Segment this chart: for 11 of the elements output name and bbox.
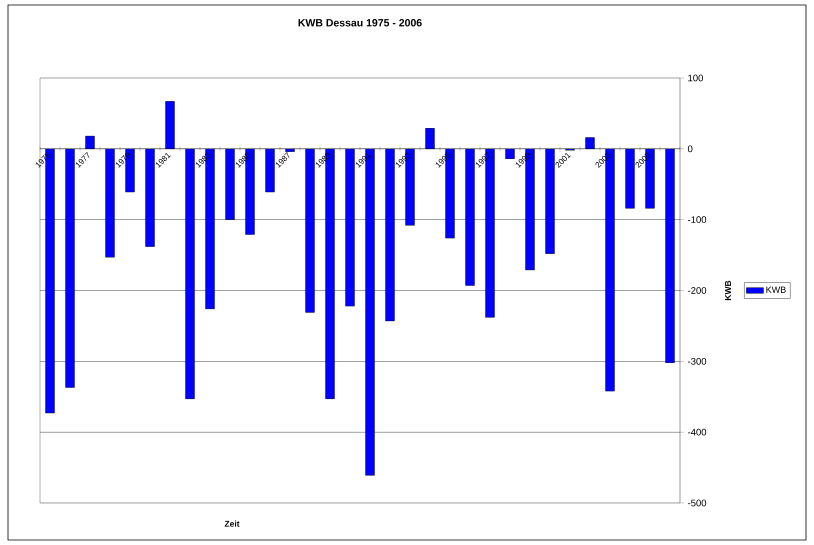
- y-tick-label: -300: [688, 358, 706, 365]
- y-tick-label: -400: [688, 428, 706, 436]
- x-axis-title: Zeit: [224, 520, 240, 527]
- y-axis-title: KWB: [725, 280, 731, 300]
- chart-title: KWB Dessau 1975 - 2006: [298, 19, 422, 26]
- y-tick-label: -200: [688, 287, 706, 294]
- y-tick-label: 100: [688, 74, 704, 82]
- y-tick-label: -100: [688, 216, 706, 224]
- legend-label: KWB: [766, 286, 786, 293]
- y-tick-label: 0: [688, 145, 692, 152]
- y-tick-label: -500: [688, 500, 706, 506]
